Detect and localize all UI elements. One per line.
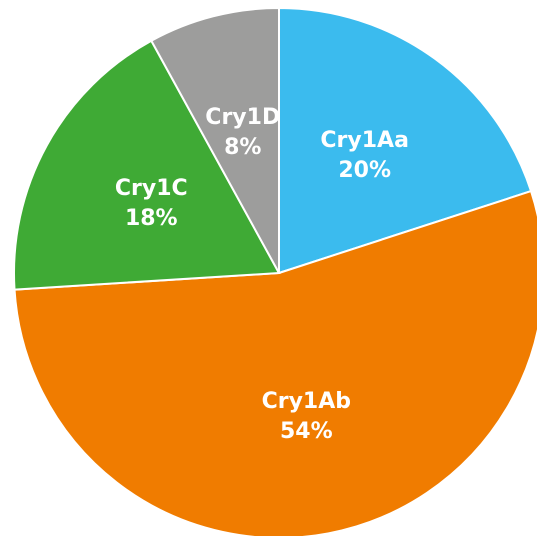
slice-label: Cry1Aa xyxy=(320,128,409,153)
slice-label: Cry1D xyxy=(205,105,280,130)
pie-slice xyxy=(149,6,280,274)
slice-label: Cry1C xyxy=(115,176,188,201)
slice-value: 54% xyxy=(280,419,333,444)
slice-value: 8% xyxy=(224,135,261,160)
pie-slice xyxy=(278,6,533,275)
slice-value: 18% xyxy=(125,206,178,231)
slice-value: 20% xyxy=(338,158,391,183)
pie-slice xyxy=(13,189,537,536)
slice-label: Cry1Ab xyxy=(262,389,351,414)
pie-slice xyxy=(13,39,281,291)
